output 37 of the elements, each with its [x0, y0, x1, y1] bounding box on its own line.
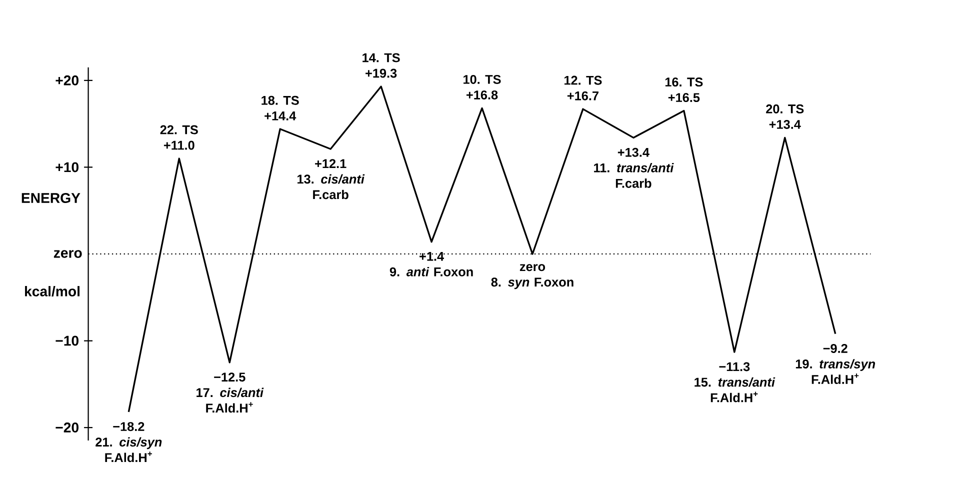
x-tick-label: 20. TS — [766, 104, 804, 114]
data-label: +16.8 — [466, 90, 498, 100]
x-tick-label: 21. cis/syn F.Ald.H$^{+}$ — [96, 437, 162, 462]
x-tick-label: 17. cis/anti F.Ald.H$^{+}$ — [196, 388, 264, 413]
data-label: +14.4 — [264, 112, 296, 120]
x-tick-label: 16. TS — [665, 78, 703, 87]
y-tick-label: +20 — [56, 76, 78, 86]
data-label: +12.1 — [315, 159, 346, 168]
x-tick-label: 8. syn F.oxon — [491, 278, 574, 290]
y-tick-label: −20 — [56, 422, 78, 433]
x-tick-label: 13. cis/anti F.carb — [298, 174, 365, 200]
x-tick-label: 19. trans/syn F.Ald.H$^{+}$ — [796, 359, 876, 384]
data-label: +13.4 — [769, 120, 801, 130]
data-label: −12.5 — [214, 372, 246, 382]
y-axis-title: ENERGY — [22, 193, 80, 204]
text: kcal/mol — [25, 286, 80, 297]
x-tick-label: 9. anti F.oxon — [390, 267, 473, 277]
x-tick-label: 22. TS — [160, 125, 198, 134]
data-label: +16.5 — [668, 93, 700, 102]
data-label: +19.3 — [366, 68, 397, 78]
y-tick-label: +10 — [56, 162, 78, 172]
data-label: +11.0 — [164, 140, 194, 150]
data-label: +13.4 — [618, 148, 650, 157]
x-tick-label: 15. trans/anti F.Ald.H$^{+}$ — [694, 378, 776, 402]
ref-line-label: zero — [54, 250, 82, 258]
data-label: −18.2 — [113, 422, 144, 432]
data-label: −9.2 — [823, 344, 848, 354]
x-tick-label: 11. trans/anti F.carb — [594, 163, 674, 188]
y-tick-label: −10 — [56, 336, 78, 346]
data-label: −11.3 — [719, 362, 750, 372]
data-label: +1.4 — [420, 252, 444, 261]
data-label: zero — [520, 264, 546, 272]
data-label: +16.7 — [567, 91, 598, 100]
x-tick-label: 12. TS — [564, 76, 602, 85]
x-tick-label: 14. TS — [362, 53, 400, 62]
x-tick-label: 10. TS — [464, 75, 501, 84]
x-tick-label: 18. TS — [262, 96, 299, 106]
